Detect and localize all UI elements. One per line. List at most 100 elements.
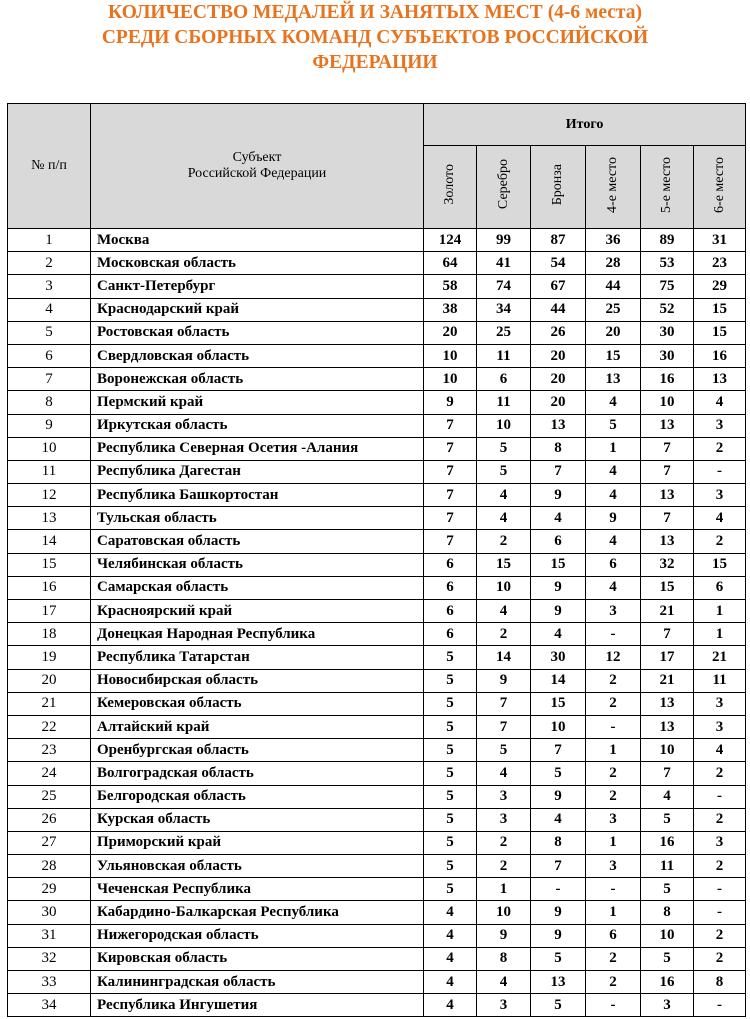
count-cell: 7: [640, 506, 694, 531]
count-cell: 10: [423, 367, 477, 392]
table-row: 13 Тульская область 7 4 4 9 7 4: [7, 506, 747, 531]
row-number: 32: [7, 946, 91, 972]
count-cell: 4: [530, 506, 586, 531]
count-cell: 5: [585, 413, 641, 438]
column-header-text: Серебро: [495, 159, 511, 210]
count-cell: 53: [640, 251, 694, 276]
count-cell: 2: [585, 969, 641, 995]
subject-header-line: Субъект: [232, 150, 282, 165]
count-cell: 20: [423, 320, 477, 345]
table-row: 33 Калининградская область 4 4 13 2 16 8: [7, 969, 747, 995]
count-cell: 6: [585, 923, 641, 948]
count-cell: 4: [585, 575, 641, 601]
count-cell: 5: [423, 645, 477, 670]
count-cell: 34: [476, 297, 531, 322]
count-cell: 1: [585, 738, 641, 763]
subject-name: Санкт-Петербург: [90, 274, 424, 299]
count-cell: 4: [692, 506, 747, 531]
count-cell: 10: [476, 413, 531, 438]
count-cell: 3: [692, 691, 747, 716]
count-cell: 1: [585, 436, 641, 461]
row-number: 29: [7, 877, 91, 902]
row-number: 5: [7, 320, 91, 345]
title-line: КОЛИЧЕСТВО МЕДАЛЕЙ И ЗАНЯТЫХ МЕСТ (4-6 м…: [108, 2, 642, 23]
count-cell: 13: [640, 483, 694, 508]
subject-name: Калининградская область: [90, 969, 424, 995]
count-cell: 2: [476, 529, 531, 554]
count-cell: 5: [476, 436, 531, 461]
count-cell: 30: [640, 343, 694, 369]
count-cell: 9: [423, 390, 477, 415]
count-cell: 6: [692, 575, 747, 601]
count-cell: -: [530, 877, 586, 902]
table-row: 18 Донецкая Народная Республика 6 2 4-7 1: [7, 622, 747, 647]
count-cell: 3: [692, 483, 747, 508]
count-cell: 5: [476, 459, 531, 485]
table-row: 26 Курская область 5 3 4 3 5 2: [7, 807, 747, 832]
row-number: 31: [7, 923, 91, 948]
row-number: 19: [7, 645, 91, 670]
count-cell: 28: [585, 251, 641, 276]
count-cell: 3: [585, 807, 641, 832]
row-number: 24: [7, 761, 91, 786]
count-cell: 7: [640, 459, 694, 485]
count-cell: 7: [423, 483, 477, 508]
count-cell: 15: [530, 691, 586, 716]
subject-name: Кировская область: [90, 946, 424, 972]
table-row: 19 Республика Татарстан 5 14 30 12 17 21: [7, 645, 747, 670]
row-number: 15: [7, 552, 91, 577]
count-cell: 5: [423, 691, 477, 716]
count-cell: 2: [476, 622, 531, 647]
row-number: 9: [7, 413, 91, 438]
table-row: 5 Ростовская область 20 25 26 20 30 15: [7, 320, 747, 345]
subject-name: Тульская область: [90, 506, 424, 531]
count-cell: 9: [530, 598, 586, 624]
count-cell: 5: [530, 993, 586, 1018]
count-cell: 8: [692, 969, 747, 995]
subject-name: Донецкая Народная Республика: [90, 622, 424, 647]
count-cell: 38: [423, 297, 477, 322]
subject-name: Республика Башкортостан: [90, 483, 424, 508]
row-number: 34: [7, 993, 91, 1018]
count-cell: 20: [530, 343, 586, 369]
count-cell: 6: [530, 529, 586, 554]
count-cell: 2: [585, 668, 641, 693]
count-cell: 64: [423, 251, 477, 276]
row-number: 11: [7, 459, 91, 485]
title: КОЛИЧЕСТВО МЕДАЛЕЙ И ЗАНЯТЫХ МЕСТ (4-6 м…: [0, 0, 750, 75]
table-header: № п/п Субъект Российской Федерации Итого…: [7, 103, 747, 229]
count-cell: 5: [423, 830, 477, 856]
subject-name: Республика Северная Осетия -Алания: [90, 436, 424, 461]
row-number: 6: [7, 343, 91, 369]
subject-header-line: Российской Федерации: [187, 166, 327, 181]
count-cell: 16: [640, 367, 694, 392]
count-cell: 3: [585, 598, 641, 624]
subject-name: Чеченская Республика: [90, 877, 424, 902]
count-cell: 11: [476, 390, 531, 415]
count-cell: 4: [530, 622, 586, 647]
count-cell: 20: [585, 320, 641, 345]
row-number: 7: [7, 367, 91, 392]
count-cell: 25: [585, 297, 641, 322]
subject-name: Нижегородская область: [90, 923, 424, 948]
count-cell: 13: [640, 714, 694, 740]
table-row: 34 Республика Ингушетия 4 3 5-3-: [7, 993, 747, 1018]
row-number: 16: [7, 575, 91, 601]
count-cell: 11: [640, 854, 694, 879]
subject-name: Кемеровская область: [90, 691, 424, 716]
column-header: Серебро: [476, 145, 531, 229]
table-row: 1 Москва 124 99 87 36 89 31: [7, 227, 747, 253]
count-cell: 13: [530, 413, 586, 438]
count-cell: 2: [692, 946, 747, 972]
count-cell: 3: [476, 993, 531, 1018]
count-cell: 9: [530, 900, 586, 925]
count-cell: 13: [530, 969, 586, 995]
column-header: Золото: [423, 145, 477, 229]
count-cell: 5: [423, 807, 477, 832]
count-cell: 2: [585, 691, 641, 716]
subject-name: Ростовская область: [90, 320, 424, 345]
count-cell: 29: [692, 274, 747, 299]
count-cell: 5: [530, 761, 586, 786]
row-number: 13: [7, 506, 91, 531]
count-cell: 2: [692, 436, 747, 461]
